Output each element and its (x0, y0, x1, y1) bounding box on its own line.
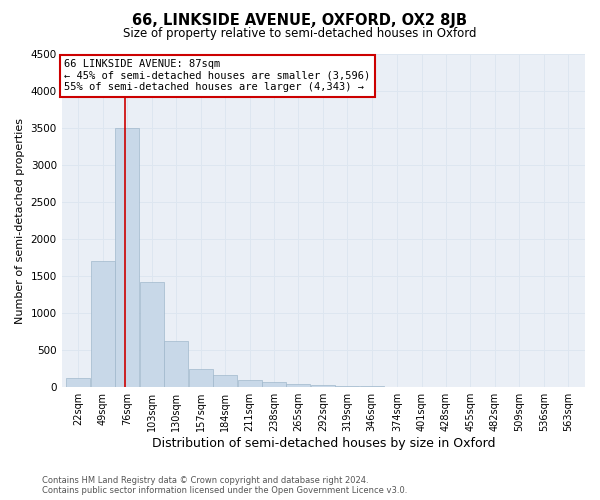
Bar (262, 382, 286, 387)
Bar (360, 386, 384, 387)
Bar (91, 262, 115, 387)
Bar (115, 128, 139, 387)
Bar (188, 368, 212, 387)
Bar (311, 385, 335, 387)
Text: 66, LINKSIDE AVENUE, OXFORD, OX2 8JB: 66, LINKSIDE AVENUE, OXFORD, OX2 8JB (133, 12, 467, 28)
Bar (140, 282, 164, 387)
Bar (385, 386, 409, 387)
Text: Contains HM Land Registry data © Crown copyright and database right 2024.
Contai: Contains HM Land Registry data © Crown c… (42, 476, 407, 495)
Bar (238, 380, 262, 387)
Bar (164, 342, 188, 387)
Bar (335, 386, 359, 387)
Bar (286, 384, 310, 387)
Bar (213, 376, 237, 387)
Text: 66 LINKSIDE AVENUE: 87sqm
← 45% of semi-detached houses are smaller (3,596)
55% : 66 LINKSIDE AVENUE: 87sqm ← 45% of semi-… (64, 59, 371, 92)
Y-axis label: Number of semi-detached properties: Number of semi-detached properties (15, 118, 25, 324)
X-axis label: Distribution of semi-detached houses by size in Oxford: Distribution of semi-detached houses by … (152, 437, 495, 450)
Text: Size of property relative to semi-detached houses in Oxford: Size of property relative to semi-detach… (123, 28, 477, 40)
Bar (67, 378, 91, 387)
